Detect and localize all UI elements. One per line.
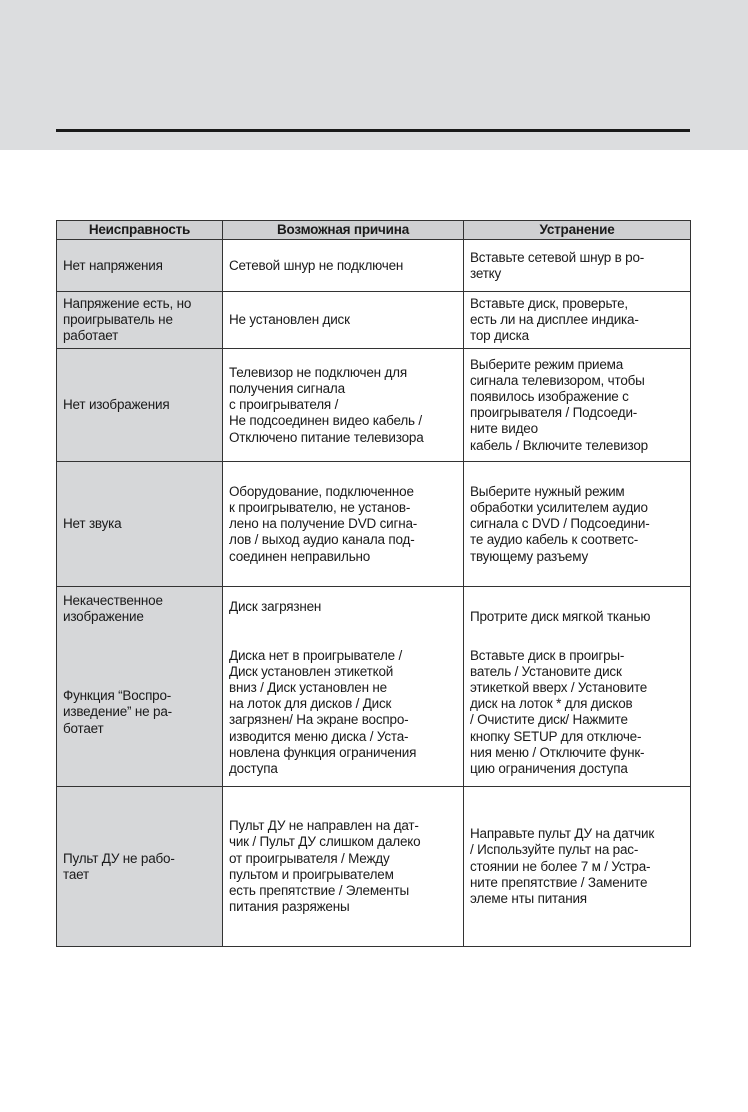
problem-cell: Напряжение есть, но проигрыватель не раб… (56, 291, 223, 350)
remedy-cell: Вставьте сетевой шнур в ро- зетку (463, 239, 691, 293)
problem-cell: Нет изображения (56, 348, 223, 463)
remedy-cell: Протрите диск мягкой тканью (463, 586, 691, 639)
remedy-cell: Вставьте диск, проверьте, есть ли на дис… (463, 291, 691, 350)
table-row: Пульт ДУ не рабо- тает Пульт ДУ не напра… (56, 786, 691, 948)
table-header-row: Неисправность Возможная причина Устранен… (56, 219, 691, 241)
cause-cell: Пульт ДУ не направлен на дат- чик / Пуль… (222, 786, 464, 948)
table-row: Некачественное изображение Диск загрязне… (56, 586, 691, 639)
header-rule (56, 129, 690, 132)
cause-cell: Сетевой шнур не подключен (222, 239, 464, 293)
header-problem: Неисправность (56, 219, 223, 241)
remedy-cell: Направьте пульт ДУ на датчик / Используй… (463, 786, 691, 948)
table-row: Напряжение есть, но проигрыватель не раб… (56, 291, 691, 350)
table-row: Нет звука Оборудование, подключенное к п… (56, 461, 691, 588)
problem-cell: Пульт ДУ не рабо- тает (56, 786, 223, 948)
problem-cell: Нет звука (56, 461, 223, 588)
table-row: Нет изображения Телевизор не подключен д… (56, 348, 691, 463)
problem-cell: Нет напряжения (56, 239, 223, 293)
troubleshooting-table: Неисправность Возможная причина Устранен… (56, 219, 691, 948)
problem-cell: Некачественное изображение (56, 586, 223, 639)
problem-cell: Функция “Воспро- изведение” не ра- ботае… (56, 638, 223, 788)
header-band (0, 0, 748, 150)
header-cause: Возможная причина (222, 219, 464, 241)
header-remedy: Устранение (463, 219, 691, 241)
cause-cell: Диск загрязнен (222, 586, 464, 639)
table-row: Нет напряжения Сетевой шнур не подключен… (56, 239, 691, 293)
remedy-cell: Вставьте диск в проигры- ватель / Устано… (463, 638, 691, 788)
cause-cell: Не установлен диск (222, 291, 464, 350)
table-row: Функция “Воспро- изведение” не ра- ботае… (56, 638, 691, 788)
cause-cell: Оборудование, подключенное к проигрывате… (222, 461, 464, 588)
cause-cell: Телевизор не подключен для получения сиг… (222, 348, 464, 463)
remedy-cell: Выберите режим приема сигнала телевизоро… (463, 348, 691, 463)
cause-cell: Диска нет в проигрывателе / Диск установ… (222, 638, 464, 788)
remedy-cell: Выберите нужный режим обработки усилител… (463, 461, 691, 588)
